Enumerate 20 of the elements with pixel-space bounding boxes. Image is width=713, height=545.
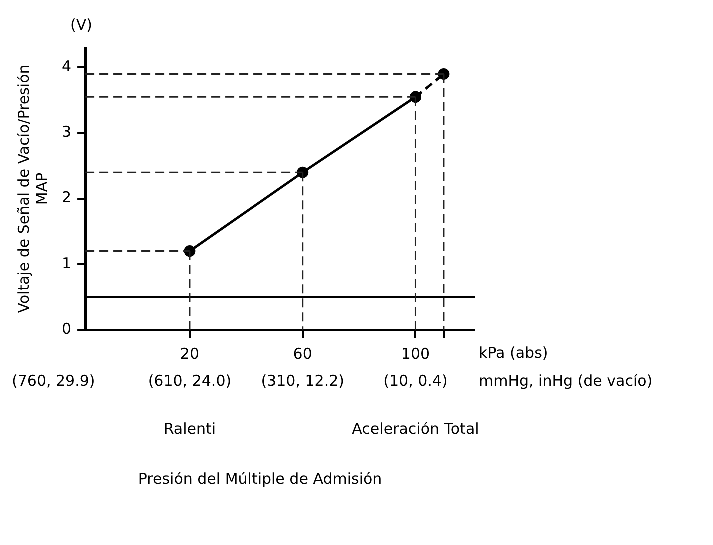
text: Aceleración Total <box>352 420 480 438</box>
y-tick-label: 0 <box>62 320 72 338</box>
text: Voltaje de Señal de Vacío/Presión <box>14 64 33 314</box>
y-tick-label: 2 <box>62 188 72 207</box>
text: (610, 24.0) <box>148 372 232 390</box>
text: (760, 29.9) <box>12 372 96 390</box>
text: MAP <box>32 172 51 206</box>
text: mmHg, inHg (de vacío) <box>479 372 653 390</box>
text: (310, 12.2) <box>261 372 344 390</box>
text: (V) <box>70 16 93 34</box>
text: (10, 0.4) <box>384 372 448 390</box>
text: Presión del Múltiple de Admisión <box>138 470 382 488</box>
x-tick-label: 20 <box>180 344 200 363</box>
x-tick-label: 100 <box>401 344 430 363</box>
y-tick-label: 4 <box>62 58 72 76</box>
x-tick-label: 60 <box>293 344 312 363</box>
y-tick-label: 3 <box>62 123 72 142</box>
text: kPa (abs) <box>479 344 548 362</box>
text: Ralenti <box>164 420 216 438</box>
y-tick-label: 1 <box>62 254 72 272</box>
